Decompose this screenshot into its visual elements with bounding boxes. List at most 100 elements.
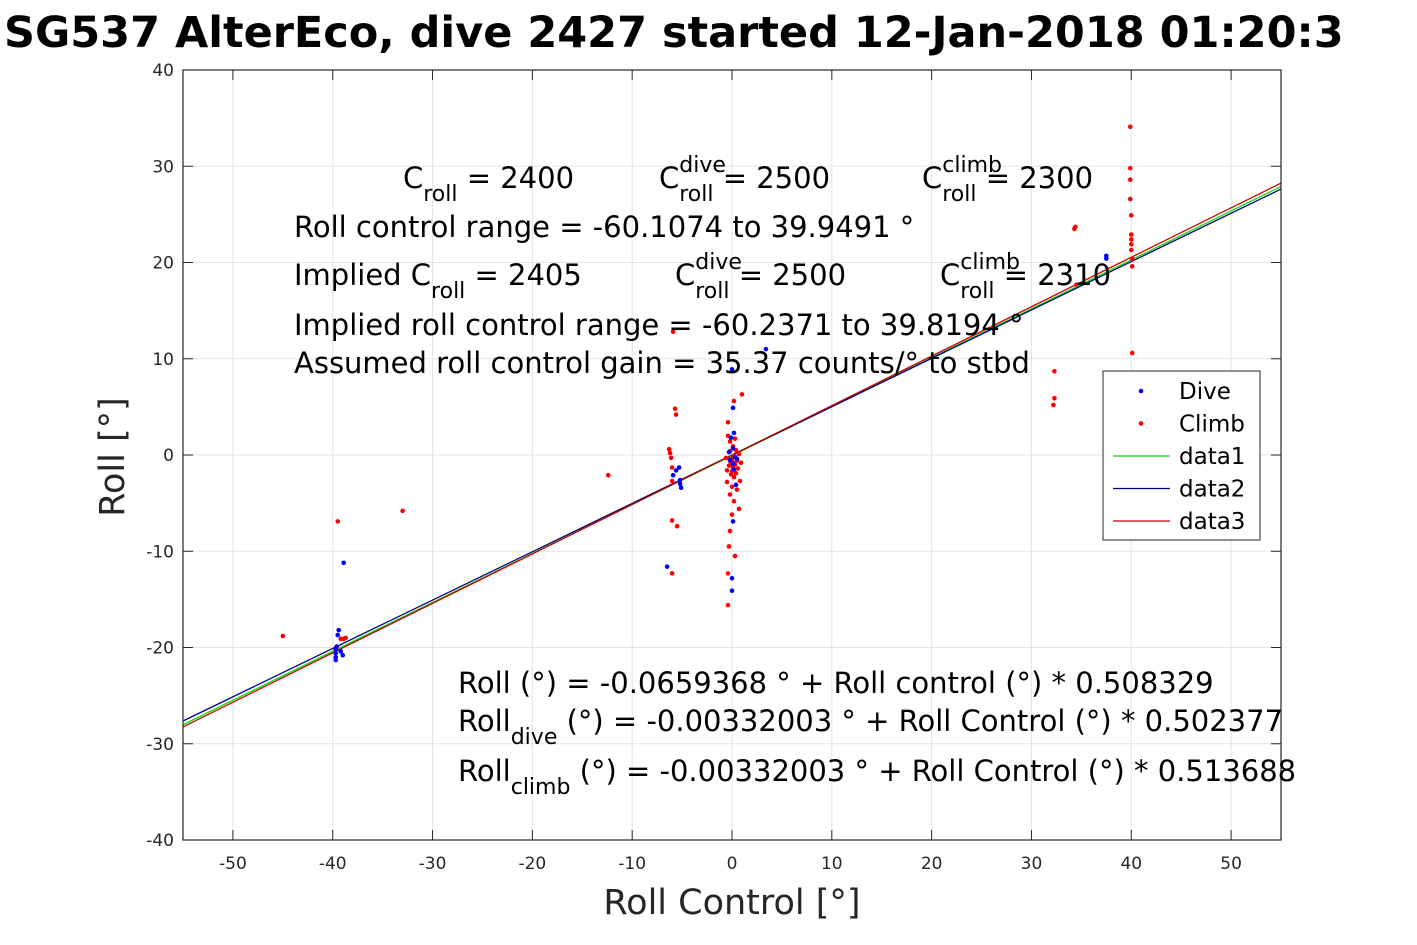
- climb-point: [1051, 402, 1056, 408]
- legend-label-Dive: Dive: [1179, 379, 1231, 405]
- x-axis-label: Roll Control [°]: [603, 883, 860, 923]
- y-tick-label: -20: [146, 639, 174, 659]
- chart-title: SG537 AlterEco, dive 2427 started 12-Jan…: [4, 8, 1344, 58]
- climb-point: [670, 329, 676, 335]
- climb-point: [1052, 368, 1057, 374]
- x-tick-label: 30: [1021, 854, 1043, 874]
- x-tick-label: -10: [618, 854, 646, 874]
- climb-point: [726, 544, 732, 549]
- climb-point: [1129, 256, 1135, 261]
- dive-point: [729, 588, 735, 594]
- legend-label-Climb: Climb: [1179, 412, 1245, 438]
- climb-point: [1128, 232, 1134, 237]
- climb-point: [732, 436, 738, 441]
- dive-point: [731, 430, 737, 436]
- climb-point: [1127, 124, 1133, 130]
- dive-point: [729, 367, 735, 372]
- dive-point: [730, 461, 736, 466]
- climb-point: [1127, 177, 1133, 183]
- y-tick-label: 10: [152, 350, 174, 370]
- dive-point: [678, 485, 684, 491]
- dive-point: [340, 652, 346, 658]
- climb-point: [672, 406, 678, 412]
- x-tick-label: 10: [821, 854, 843, 874]
- dive-point: [733, 482, 739, 488]
- annotation-top-1: Cdive roll = 2500: [659, 153, 830, 207]
- dive-point: [677, 477, 683, 483]
- climb-point: [1128, 237, 1134, 242]
- x-tick-label: -20: [518, 854, 546, 874]
- dive-point: [731, 467, 737, 472]
- y-tick-label: -30: [146, 735, 174, 755]
- dive-point: [335, 632, 341, 638]
- annotation-bottom-1: Rolldive (°) = -0.00332003 ° + Roll Cont…: [458, 704, 1283, 750]
- legend-label-data1: data1: [1179, 444, 1245, 470]
- climb-point: [605, 472, 611, 478]
- annotation-top-7: Implied roll control range = -60.2371 to…: [294, 308, 1024, 342]
- y-tick-label: 20: [152, 254, 174, 274]
- legend: Dive Climb data1 data2 data3: [1102, 370, 1261, 541]
- dive-point: [338, 649, 344, 654]
- dive-point: [673, 468, 679, 473]
- annotation-top-5: Cdive roll = 2500: [675, 250, 846, 304]
- climb-point: [343, 635, 349, 641]
- dive-point: [763, 346, 769, 352]
- dive-point: [333, 657, 339, 663]
- annotation-top-2: Cclimb roll = 2300: [922, 153, 1093, 207]
- dive-point: [729, 575, 735, 581]
- annotation-top-8: Assumed roll control gain = 35.37 counts…: [294, 346, 1030, 380]
- x-tick-label: 20: [921, 854, 943, 874]
- climb-point: [734, 487, 740, 492]
- climb-point: [729, 512, 735, 517]
- climb-point: [733, 470, 739, 476]
- climb-point: [1128, 247, 1134, 253]
- climb-point: [735, 466, 741, 471]
- climb-point: [725, 419, 731, 425]
- annotation-top-0: Croll = 2400: [403, 161, 574, 207]
- dive-point: [1104, 253, 1109, 259]
- climb-point: [725, 571, 731, 576]
- climb-point: [667, 450, 673, 456]
- climb-point: [1129, 264, 1135, 269]
- climb-point: [669, 518, 675, 523]
- annotation-top-3: Roll control range = -60.1074 to 39.9491…: [294, 210, 914, 244]
- data-points: [280, 124, 1135, 663]
- climb-point: [731, 498, 737, 504]
- dive-point: [333, 650, 339, 656]
- annotation-bottom-2: Rollclimb (°) = -0.00332003 ° + Roll Con…: [458, 754, 1296, 800]
- dive-point: [728, 435, 734, 440]
- y-tick-label: -40: [146, 831, 174, 851]
- climb-point: [669, 478, 675, 484]
- dive-point: [336, 627, 342, 633]
- annotations: Croll = 2400 Cdive roll = 2500 Cclimb roll =…: [294, 153, 1296, 800]
- climb-point: [1129, 350, 1135, 356]
- climb-point: [1128, 213, 1134, 218]
- climb-point: [1127, 196, 1133, 202]
- dive-point: [730, 405, 736, 411]
- y-tick-label: 40: [152, 61, 174, 81]
- legend-label-data3: data3: [1179, 509, 1245, 535]
- climb-point: [737, 478, 743, 484]
- annotation-top-4: Implied Croll = 2405: [294, 258, 582, 304]
- climb-point: [1127, 165, 1133, 171]
- climb-point: [731, 398, 737, 404]
- x-tick-label: -50: [219, 854, 247, 874]
- climb-point: [727, 439, 733, 444]
- climb-point: [1073, 224, 1078, 230]
- climb-point: [666, 446, 672, 452]
- climb-point: [400, 508, 405, 514]
- dive-point: [664, 564, 670, 569]
- dive-point: [727, 457, 733, 463]
- dive-point: [677, 481, 683, 487]
- climb-point: [724, 468, 730, 473]
- legend-label-data2: data2: [1179, 477, 1245, 503]
- climb-point: [736, 451, 742, 457]
- climb-point: [335, 519, 341, 524]
- x-tick-label: -40: [319, 854, 347, 874]
- dive-point: [334, 644, 340, 649]
- plot-frame: [182, 69, 1282, 841]
- climb-point: [727, 492, 733, 497]
- x-tick-label: 50: [1220, 854, 1242, 874]
- climb-point: [739, 392, 745, 397]
